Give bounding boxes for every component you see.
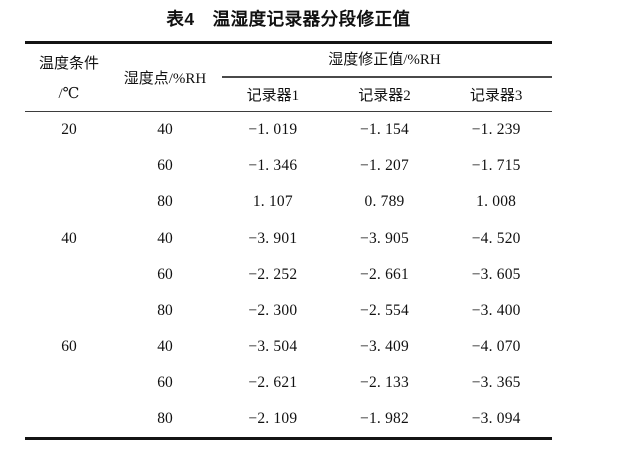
header-humidity-point-label: 湿度点/%RH	[123, 70, 207, 87]
cell-recorder3-value: −3. 400	[471, 301, 521, 319]
cell-recorder3-value: −3. 605	[471, 265, 521, 283]
cell-recorder1-value: 1. 107	[252, 193, 293, 211]
cell-humidity: 80	[157, 410, 173, 428]
table-row: 20 40 −1. 019 −1. 154 −1. 239	[25, 112, 552, 148]
table-top-rule	[25, 41, 552, 44]
cell-humidity: 80	[157, 301, 173, 319]
header-humidity-point: 湿度点/%RH	[113, 44, 217, 111]
table-row: 60 −2. 252 −2. 661 −3. 605	[25, 257, 552, 293]
table-row: 80 −2. 300 −2. 554 −3. 400	[25, 293, 552, 329]
header-correction-group: 湿度修正值/%RH 记录器1 记录器2 记录器3	[217, 44, 552, 111]
cell-temperature: 60	[61, 337, 77, 355]
cell-recorder3-value: −1. 715	[471, 157, 521, 175]
cell-humidity: 40	[157, 229, 173, 247]
cell-recorder2-value: −3. 905	[360, 229, 409, 247]
header-recorder-row: 记录器1 记录器2 记录器3	[217, 78, 552, 111]
cell-humidity: 60	[157, 157, 173, 175]
cell-recorder3-value: −4. 070	[471, 337, 521, 355]
table-body: 20 40 −1. 019 −1. 154 −1. 239 60 −1. 346…	[25, 112, 552, 437]
cell-recorder2-value: −1. 207	[360, 157, 409, 175]
header-bottom-rule	[25, 110, 552, 113]
cell-recorder1-value: −1. 346	[248, 157, 298, 175]
cell-humidity: 60	[157, 374, 173, 391]
cell-humidity: 80	[157, 193, 173, 211]
header-correction-group-label: 湿度修正值/%RH	[328, 51, 441, 68]
cell-recorder2-value: −3. 409	[360, 337, 409, 355]
header-temperature-line2: /℃	[58, 85, 80, 102]
cell-recorder2-value: −2. 661	[360, 265, 409, 283]
cell-humidity: 40	[157, 121, 173, 139]
cell-recorder1-value: −3. 504	[248, 337, 298, 355]
cell-recorder3-value: 1. 008	[476, 193, 517, 211]
table-row: 80 −2. 109 −1. 982 −3. 094	[25, 401, 552, 437]
cell-recorder3-value: −4. 520	[471, 229, 521, 247]
data-table: 温度条件 /℃ 湿度点/%RH 湿度修正值/%RH 记录器1 记录器2 记录器3…	[25, 41, 552, 440]
cell-recorder1-value: −2. 252	[248, 265, 298, 283]
table-row: 60 −1. 346 −1. 207 −1. 715	[25, 148, 552, 184]
header-recorder-2: 记录器2	[358, 87, 411, 104]
cell-recorder2-value: −2. 554	[360, 301, 409, 319]
header-recorder-3: 记录器3	[469, 87, 523, 104]
cell-recorder2-value: −1. 982	[360, 410, 409, 428]
cell-recorder1-value: −1. 019	[248, 121, 298, 139]
table-bottom-rule	[25, 437, 552, 440]
cell-temperature: 20	[61, 121, 77, 139]
table-row: 60 40 −3. 504 −3. 409 −4. 070	[25, 329, 552, 365]
table-header: 温度条件 /℃ 湿度点/%RH 湿度修正值/%RH 记录器1 记录器2 记录器3	[25, 44, 552, 111]
cell-recorder3-value: −3. 094	[471, 410, 521, 428]
cell-humidity: 40	[157, 337, 173, 355]
table-row: 40 40 −3. 901 −3. 905 −4. 520	[25, 221, 552, 257]
header-temperature-line1: 温度条件	[38, 55, 99, 72]
header-recorder-1: 记录器1	[246, 87, 300, 104]
table-row: 60 −2. 621 −2. 133 −3. 365	[25, 365, 552, 401]
header-temperature-condition: 温度条件 /℃	[25, 44, 113, 111]
cell-recorder2-value: 0. 789	[364, 193, 405, 211]
cell-recorder1-value: −2. 300	[248, 301, 298, 319]
cell-recorder1-value: −2. 109	[248, 410, 298, 428]
header-group-rule	[222, 76, 552, 78]
cell-recorder1-value: −2. 621	[248, 374, 298, 391]
cell-humidity: 60	[157, 265, 173, 283]
table-caption: 表4 温湿度记录器分段修正值	[166, 9, 411, 29]
cell-recorder2-value: −1. 154	[360, 121, 409, 139]
cell-recorder1-value: −3. 901	[248, 229, 298, 247]
cell-temperature: 40	[61, 229, 77, 247]
cell-recorder3-value: −1. 239	[471, 121, 521, 139]
cell-recorder3-value: −3. 365	[471, 374, 521, 391]
table-row: 80 1. 107 0. 789 1. 008	[25, 184, 552, 220]
cell-recorder2-value: −2. 133	[360, 374, 409, 391]
